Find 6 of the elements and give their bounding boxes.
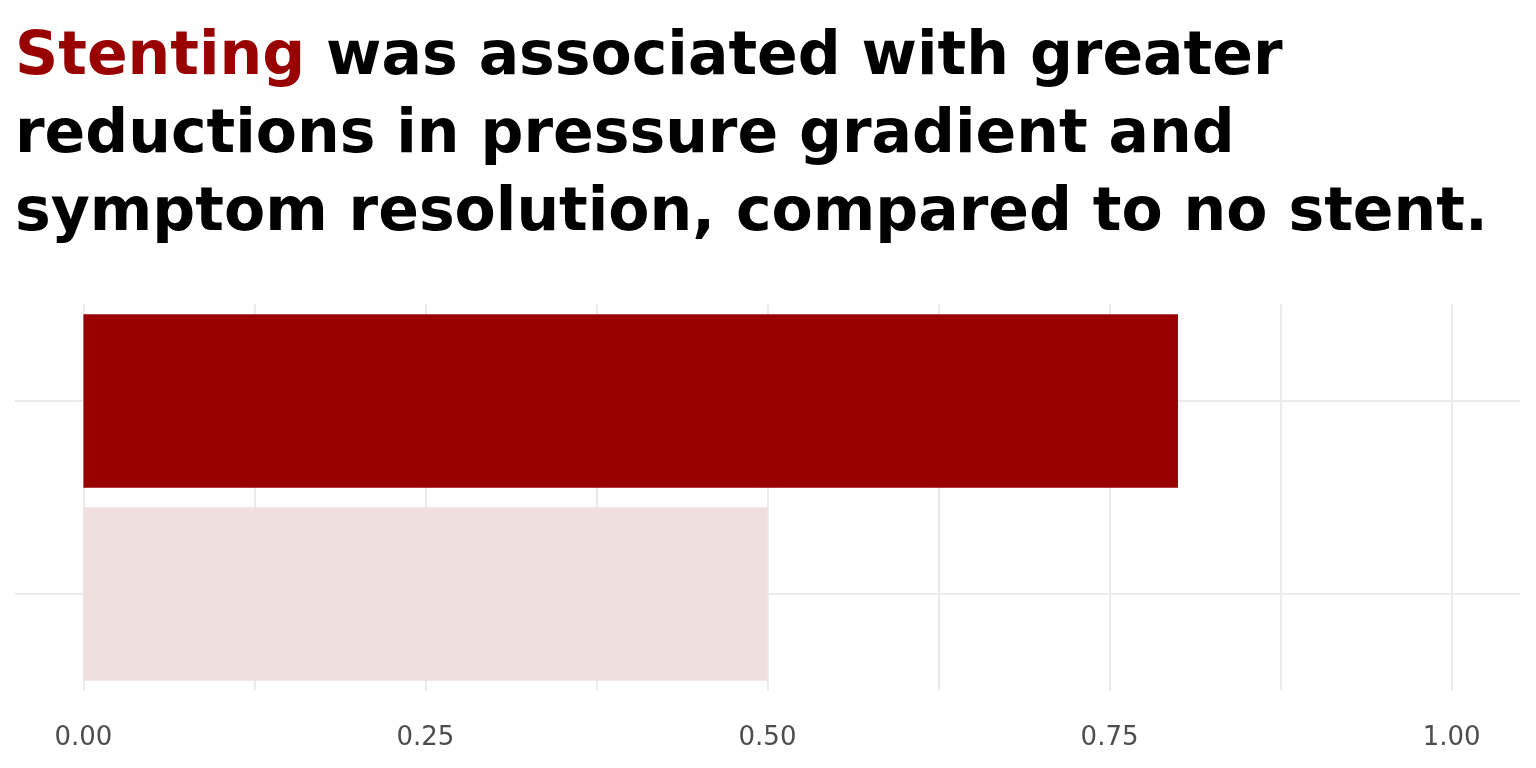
x-tick-label: 0.50 [738,720,797,751]
x-tick-label: 0.00 [54,720,113,751]
x-tick-label: 0.75 [1080,720,1139,751]
chart-title: Stenting was associated with greater reductions in pressure gradient and symptom resolution, compared to no stent. [15,17,1489,246]
x-tick-label: 0.25 [396,720,455,751]
x-tick-label: 1.00 [1422,720,1481,751]
